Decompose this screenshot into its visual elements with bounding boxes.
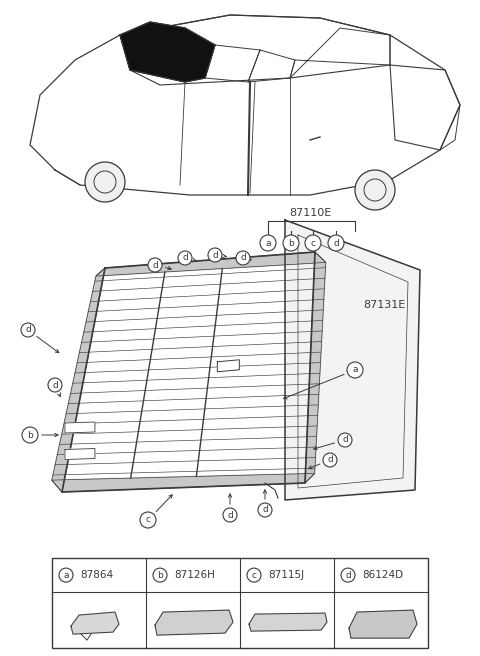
Text: d: d <box>345 571 351 580</box>
Text: 87131E: 87131E <box>363 300 405 310</box>
Text: a: a <box>265 239 271 247</box>
Text: 87115J: 87115J <box>268 570 304 580</box>
Circle shape <box>178 251 192 265</box>
Circle shape <box>305 235 321 251</box>
Text: d: d <box>342 436 348 445</box>
Circle shape <box>140 512 156 528</box>
Text: d: d <box>327 455 333 464</box>
Text: a: a <box>63 571 69 580</box>
Text: c: c <box>311 239 315 247</box>
Text: b: b <box>288 239 294 247</box>
Circle shape <box>247 568 261 582</box>
Polygon shape <box>65 422 95 433</box>
Text: 87864: 87864 <box>80 570 113 580</box>
Text: d: d <box>333 239 339 247</box>
Text: b: b <box>27 430 33 440</box>
Polygon shape <box>155 610 233 635</box>
Polygon shape <box>96 252 326 276</box>
Text: d: d <box>182 253 188 262</box>
Text: d: d <box>25 325 31 335</box>
Circle shape <box>341 568 355 582</box>
Circle shape <box>59 568 73 582</box>
Circle shape <box>22 427 38 443</box>
Circle shape <box>236 251 250 265</box>
Polygon shape <box>120 22 215 82</box>
Polygon shape <box>71 612 119 634</box>
Text: a: a <box>352 365 358 375</box>
Polygon shape <box>65 449 95 459</box>
Circle shape <box>223 508 237 522</box>
Text: d: d <box>240 253 246 262</box>
Circle shape <box>283 235 299 251</box>
Text: d: d <box>227 510 233 520</box>
Circle shape <box>85 162 125 202</box>
Polygon shape <box>52 474 314 492</box>
Circle shape <box>21 323 35 337</box>
Circle shape <box>260 235 276 251</box>
Polygon shape <box>305 252 326 483</box>
Text: d: d <box>152 260 158 270</box>
Circle shape <box>258 503 272 517</box>
Circle shape <box>323 453 337 467</box>
Circle shape <box>208 248 222 262</box>
Polygon shape <box>217 359 240 372</box>
Polygon shape <box>52 268 105 492</box>
Text: 86124D: 86124D <box>362 570 403 580</box>
Text: d: d <box>212 251 218 260</box>
Polygon shape <box>249 613 327 631</box>
Circle shape <box>153 568 167 582</box>
Polygon shape <box>285 220 420 500</box>
Circle shape <box>355 170 395 210</box>
Text: b: b <box>157 571 163 580</box>
Circle shape <box>48 378 62 392</box>
Text: d: d <box>52 380 58 390</box>
FancyBboxPatch shape <box>52 558 428 648</box>
Polygon shape <box>349 610 417 638</box>
Text: 87126H: 87126H <box>174 570 215 580</box>
Circle shape <box>148 258 162 272</box>
Text: d: d <box>262 506 268 514</box>
Circle shape <box>338 433 352 447</box>
Circle shape <box>328 235 344 251</box>
Text: c: c <box>145 516 151 525</box>
Text: 87110E: 87110E <box>289 208 331 218</box>
Circle shape <box>347 362 363 378</box>
Text: c: c <box>252 571 256 580</box>
